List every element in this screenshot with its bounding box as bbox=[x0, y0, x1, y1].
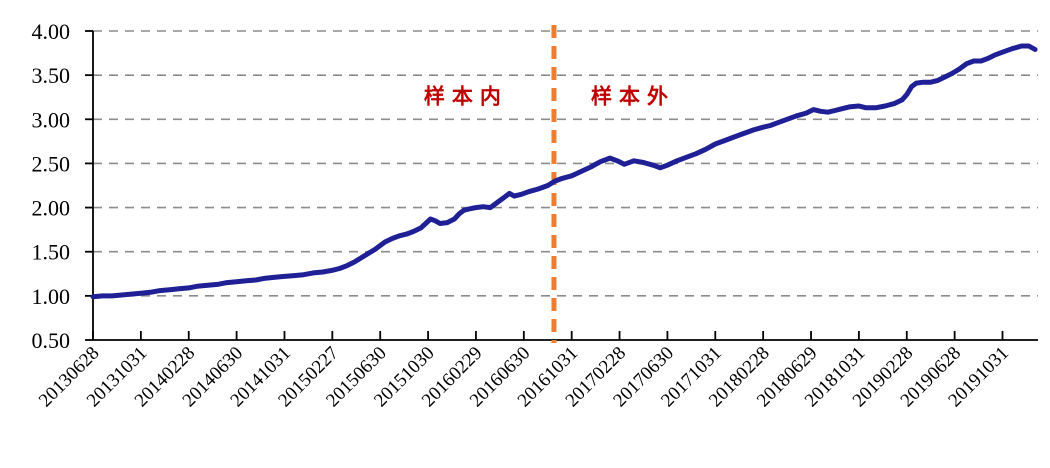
y-axis-label: 3.00 bbox=[32, 107, 71, 132]
y-axis-label: 2.00 bbox=[32, 196, 71, 221]
y-axis-label: 1.00 bbox=[32, 284, 71, 309]
y-axis-label: 2.50 bbox=[32, 151, 71, 176]
y-axis-label: 0.50 bbox=[32, 328, 71, 353]
annotation-out-of-sample: 样本外 bbox=[591, 84, 675, 108]
y-axis-label: 1.50 bbox=[32, 240, 71, 265]
y-axis-label: 4.00 bbox=[32, 19, 71, 44]
y-axis-label: 3.50 bbox=[32, 63, 71, 88]
net-value-line bbox=[90, 43, 1038, 300]
annotation-in-sample: 样本内 bbox=[424, 84, 508, 108]
